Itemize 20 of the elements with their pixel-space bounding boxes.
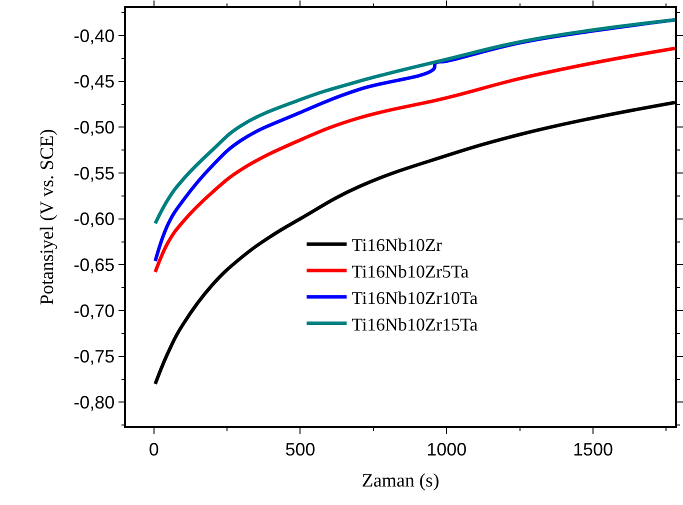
y-tick-label: -0,75: [74, 346, 115, 367]
y-tick-label: -0,50: [74, 117, 115, 138]
x-tick-label: 1500: [572, 439, 614, 460]
y-tick-label: -0,65: [74, 254, 115, 275]
y-axis-title: Potansiyel (V vs. SCE): [36, 129, 58, 305]
y-tick-label: -0,40: [74, 26, 115, 46]
y-tick-label: -0,55: [74, 163, 115, 184]
legend-label: Ti16Nb10Zr10Ta: [352, 288, 478, 308]
x-tick-label: 500: [285, 439, 316, 460]
x-tick-label: 0: [148, 439, 159, 460]
x-tick-label: 1000: [426, 439, 467, 460]
y-tick-label: -0,45: [74, 72, 115, 92]
legend-label: Ti16Nb10Zr15Ta: [352, 314, 478, 334]
y-tick-label: -0,80: [74, 392, 115, 412]
legend-label: Ti16Nb10Zr5Ta: [352, 262, 469, 282]
y-tick-label: -0,60: [74, 209, 115, 230]
line-series: [154, 18, 675, 226]
x-axis-title: Zaman (s): [362, 470, 440, 492]
legend-label: Ti16Nb10Zr: [352, 235, 442, 256]
y-tick-label: -0,70: [74, 300, 115, 321]
